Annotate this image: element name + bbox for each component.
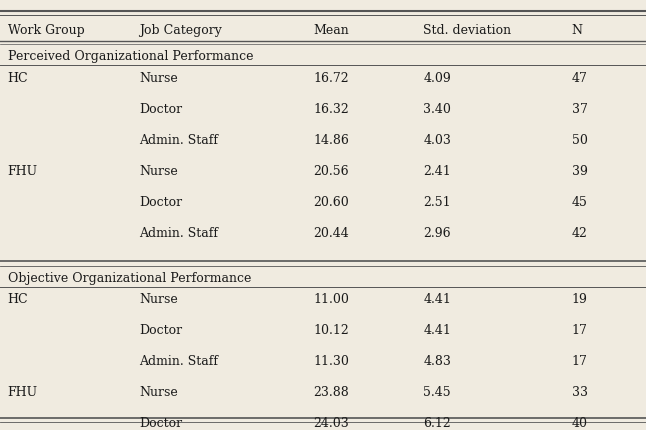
Text: 20.44: 20.44 xyxy=(313,227,349,240)
Text: 3.40: 3.40 xyxy=(423,103,451,116)
Text: 11.30: 11.30 xyxy=(313,355,349,368)
Text: 16.72: 16.72 xyxy=(313,72,349,85)
Text: 4.41: 4.41 xyxy=(423,324,451,337)
Text: 33: 33 xyxy=(572,386,588,399)
Text: Nurse: Nurse xyxy=(139,386,178,399)
Text: 10.12: 10.12 xyxy=(313,324,349,337)
Text: Admin. Staff: Admin. Staff xyxy=(139,355,218,368)
Text: 17: 17 xyxy=(572,324,588,337)
Text: Std. deviation: Std. deviation xyxy=(423,24,511,37)
Text: 5.45: 5.45 xyxy=(423,386,451,399)
Text: 4.41: 4.41 xyxy=(423,293,451,306)
Text: HC: HC xyxy=(8,72,28,85)
Text: 4.03: 4.03 xyxy=(423,134,451,147)
Text: FHU: FHU xyxy=(8,386,38,399)
Text: 4.83: 4.83 xyxy=(423,355,451,368)
Text: Nurse: Nurse xyxy=(139,72,178,85)
Text: Work Group: Work Group xyxy=(8,24,85,37)
Text: Doctor: Doctor xyxy=(139,196,182,209)
Text: Mean: Mean xyxy=(313,24,349,37)
Text: 45: 45 xyxy=(572,196,588,209)
Text: 40: 40 xyxy=(572,417,588,430)
Text: Perceived Organizational Performance: Perceived Organizational Performance xyxy=(8,50,253,63)
Text: 24.03: 24.03 xyxy=(313,417,349,430)
Text: Nurse: Nurse xyxy=(139,293,178,306)
Text: 2.51: 2.51 xyxy=(423,196,451,209)
Text: 2.41: 2.41 xyxy=(423,165,451,178)
Text: Objective Organizational Performance: Objective Organizational Performance xyxy=(8,272,251,285)
Text: HC: HC xyxy=(8,293,28,306)
Text: 39: 39 xyxy=(572,165,588,178)
Text: 2.96: 2.96 xyxy=(423,227,451,240)
Text: Admin. Staff: Admin. Staff xyxy=(139,134,218,147)
Text: Nurse: Nurse xyxy=(139,165,178,178)
Text: 23.88: 23.88 xyxy=(313,386,349,399)
Text: FHU: FHU xyxy=(8,165,38,178)
Text: 50: 50 xyxy=(572,134,588,147)
Text: 4.09: 4.09 xyxy=(423,72,451,85)
Text: 17: 17 xyxy=(572,355,588,368)
Text: 11.00: 11.00 xyxy=(313,293,349,306)
Text: 19: 19 xyxy=(572,293,588,306)
Text: 37: 37 xyxy=(572,103,588,116)
Text: Doctor: Doctor xyxy=(139,103,182,116)
Text: Doctor: Doctor xyxy=(139,417,182,430)
Text: 6.12: 6.12 xyxy=(423,417,451,430)
Text: 20.56: 20.56 xyxy=(313,165,349,178)
Text: 20.60: 20.60 xyxy=(313,196,349,209)
Text: 14.86: 14.86 xyxy=(313,134,349,147)
Text: Job Category: Job Category xyxy=(139,24,222,37)
Text: N: N xyxy=(572,24,583,37)
Text: 42: 42 xyxy=(572,227,588,240)
Text: 16.32: 16.32 xyxy=(313,103,349,116)
Text: Doctor: Doctor xyxy=(139,324,182,337)
Text: 47: 47 xyxy=(572,72,588,85)
Text: Admin. Staff: Admin. Staff xyxy=(139,227,218,240)
